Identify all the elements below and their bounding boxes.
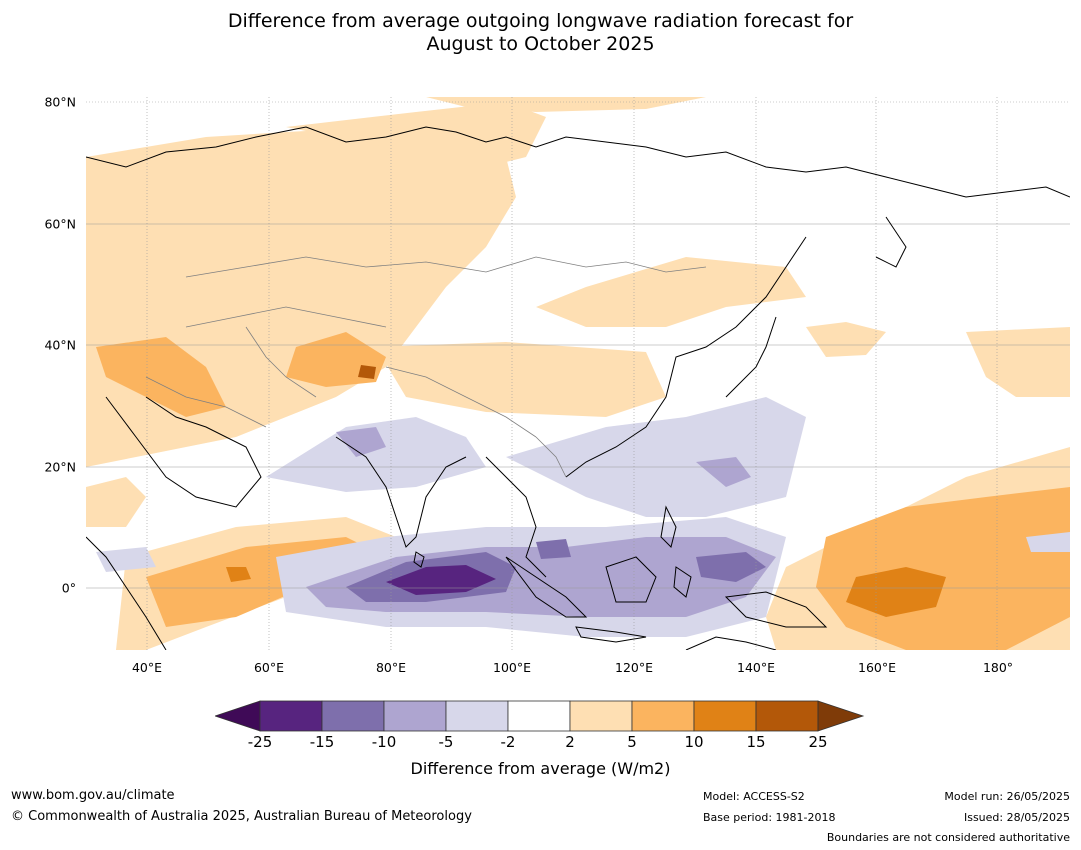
model-name: Model: ACCESS-S2 bbox=[703, 790, 805, 803]
colorbar-tick-label: 10 bbox=[684, 733, 704, 751]
issued-date: Issued: 28/05/2025 bbox=[963, 811, 1070, 824]
website-link[interactable]: www.bom.gov.au/climate bbox=[11, 788, 175, 803]
colorbar-tick-label: 2 bbox=[565, 733, 575, 751]
colorbar-tick-label: -5 bbox=[438, 733, 454, 751]
colorbar-extension-low bbox=[213, 700, 261, 732]
lon-label-160e: 160°E bbox=[857, 660, 897, 675]
colorbar-tick-label: -10 bbox=[371, 733, 397, 751]
map-panel bbox=[86, 97, 1070, 650]
boundaries-disclaimer: Boundaries are not considered authoritat… bbox=[826, 831, 1070, 844]
copyright-text: © Commonwealth of Australia 2025, Austra… bbox=[11, 809, 472, 824]
colorbar-extension-high bbox=[817, 700, 865, 732]
lon-label-100e: 100°E bbox=[492, 660, 532, 675]
colorbar bbox=[213, 700, 867, 736]
lat-label-40n: 40°N bbox=[44, 337, 76, 353]
coastlines bbox=[86, 126, 1070, 650]
colorbar-svg bbox=[213, 700, 865, 732]
lon-label-60e: 60°E bbox=[253, 660, 285, 675]
lon-label-80e: 80°E bbox=[375, 660, 407, 675]
lon-label-140e: 140°E bbox=[736, 660, 776, 675]
anomaly-shading bbox=[86, 97, 1070, 650]
lat-label-20n: 20°N bbox=[44, 459, 76, 475]
country-borders bbox=[145, 256, 707, 478]
lon-label-40e: 40°E bbox=[131, 660, 163, 675]
map-title: Difference from average outgoing longwav… bbox=[0, 10, 1081, 56]
lat-label-0: 0° bbox=[61, 580, 76, 596]
colorbar-tick-label: -2 bbox=[500, 733, 516, 751]
lat-label-80n: 80°N bbox=[44, 94, 76, 110]
title-line-1: Difference from average outgoing longwav… bbox=[227, 10, 854, 32]
colorbar-tick-label: 25 bbox=[808, 733, 828, 751]
lat-label-60n: 60°N bbox=[44, 216, 76, 232]
colorbar-segment bbox=[755, 700, 819, 732]
colorbar-segment bbox=[445, 700, 509, 732]
colorbar-segment bbox=[259, 700, 323, 732]
colorbar-segment bbox=[507, 700, 571, 732]
model-run: Model run: 26/05/2025 bbox=[944, 790, 1070, 803]
lon-label-180: 180° bbox=[982, 660, 1014, 675]
colorbar-segment bbox=[321, 700, 385, 732]
colorbar-segment bbox=[631, 700, 695, 732]
title-line-2: August to October 2025 bbox=[426, 33, 655, 55]
lon-label-120e: 120°E bbox=[614, 660, 654, 675]
colorbar-tick-label: -15 bbox=[309, 733, 335, 751]
gridlines bbox=[86, 97, 1070, 650]
colorbar-tick-label: 5 bbox=[627, 733, 637, 751]
colorbar-segment bbox=[693, 700, 757, 732]
colorbar-tick-label: 15 bbox=[746, 733, 766, 751]
map-canvas bbox=[86, 97, 1070, 650]
colorbar-segment bbox=[569, 700, 633, 732]
colorbar-label: Difference from average (W/m2) bbox=[410, 759, 671, 778]
colorbar-tick-label: -25 bbox=[247, 733, 273, 751]
colorbar-segment bbox=[383, 700, 447, 732]
base-period: Base period: 1981-2018 bbox=[703, 811, 836, 824]
